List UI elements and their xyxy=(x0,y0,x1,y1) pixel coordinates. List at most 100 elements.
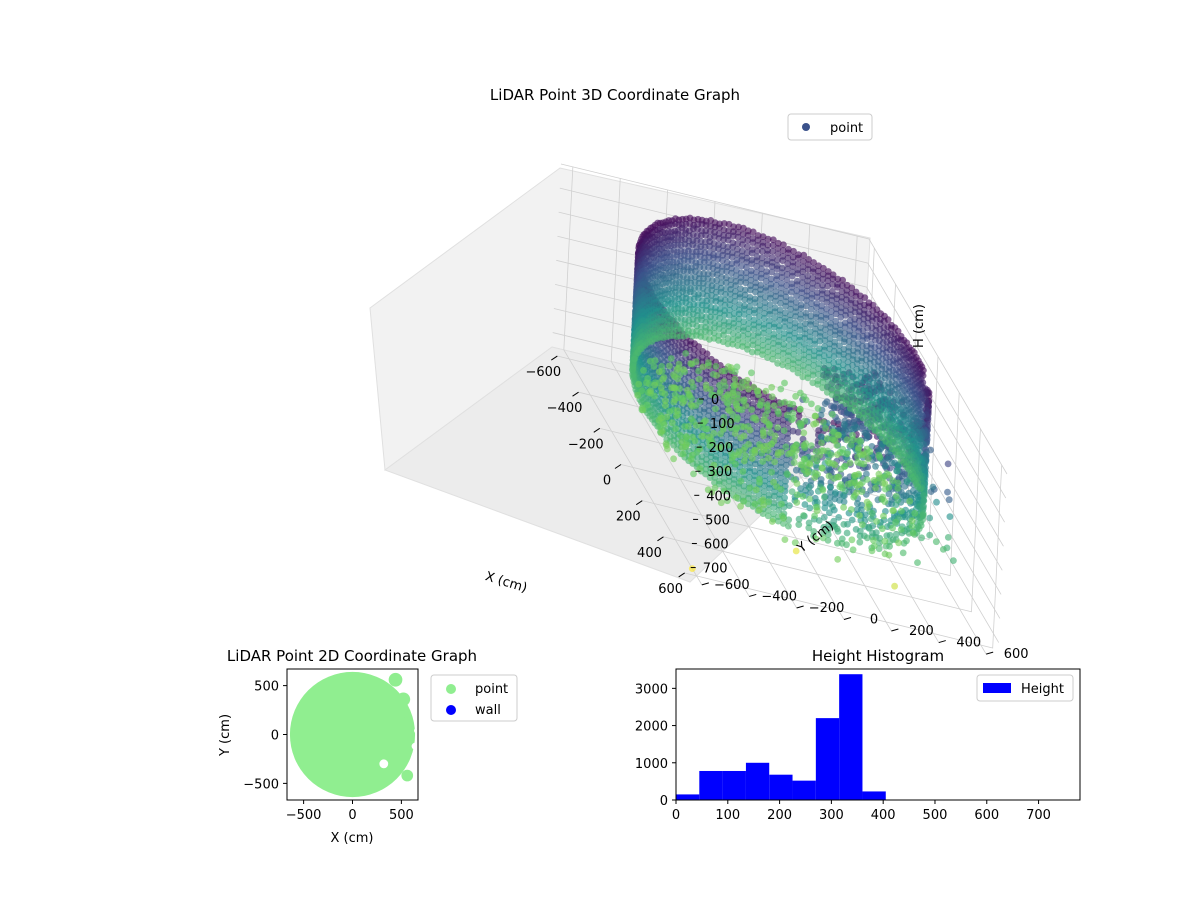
point-3d xyxy=(875,451,883,459)
point-3d xyxy=(843,529,851,537)
point-3d xyxy=(808,400,815,408)
point-3d xyxy=(676,432,684,439)
point-3d xyxy=(821,400,829,407)
point-3d xyxy=(755,506,763,514)
point-3d xyxy=(917,522,925,529)
point-3d xyxy=(683,433,690,440)
point-3d xyxy=(863,476,871,483)
point-3d xyxy=(907,471,914,478)
point-3d xyxy=(825,472,833,480)
point-3d xyxy=(662,440,670,448)
point-3d xyxy=(800,346,808,354)
z-tick-label-3d: 300 xyxy=(707,465,732,480)
point-3d xyxy=(793,499,801,506)
point-3d xyxy=(806,460,814,468)
point-3d xyxy=(806,495,813,503)
point-3d xyxy=(803,282,811,290)
point-3d xyxy=(863,498,871,506)
point-3d xyxy=(640,366,647,374)
point-3d xyxy=(826,335,834,343)
point-3d xyxy=(750,494,757,501)
point-3d xyxy=(895,539,902,547)
point-3d xyxy=(801,334,809,342)
point-3d xyxy=(777,399,785,407)
point-3d xyxy=(765,498,772,506)
point-3d xyxy=(808,300,815,308)
point-3d xyxy=(793,480,801,487)
point-3d xyxy=(704,486,712,494)
point-3d xyxy=(846,459,854,467)
point-3d xyxy=(810,347,818,355)
point-3d xyxy=(823,305,830,313)
point-3d xyxy=(855,437,863,444)
point-3d xyxy=(783,470,791,478)
point-3d xyxy=(684,423,692,430)
point-3d xyxy=(860,460,868,468)
point-3d xyxy=(723,464,731,472)
point-3d xyxy=(906,497,914,505)
point-3d xyxy=(933,498,940,506)
point-3d xyxy=(819,270,827,278)
point-3d xyxy=(804,261,812,269)
point-3d xyxy=(863,445,871,453)
point-3d xyxy=(820,514,828,521)
point-3d xyxy=(812,448,820,455)
point-3d xyxy=(799,263,807,271)
point-3d xyxy=(687,401,695,408)
point-3d xyxy=(932,538,940,546)
point-3d xyxy=(844,480,852,488)
point-3d xyxy=(890,507,897,514)
point-3d xyxy=(687,360,695,367)
point-3d xyxy=(767,429,774,437)
point-3d xyxy=(782,461,790,469)
point-3d xyxy=(740,423,748,431)
y-axis-label-2d: Y (cm) xyxy=(218,714,233,757)
point-3d xyxy=(863,534,871,542)
point-3d xyxy=(770,503,778,511)
point-3d xyxy=(812,412,819,420)
point-3d xyxy=(761,482,768,490)
gap-2d xyxy=(414,727,418,734)
point-3d xyxy=(812,314,820,321)
point-3d xyxy=(944,460,952,468)
point-3d xyxy=(804,277,811,285)
point-3d xyxy=(805,524,813,532)
point-3d xyxy=(894,467,901,475)
point-3d xyxy=(859,450,867,458)
point-3d xyxy=(740,487,748,495)
point-3d xyxy=(810,362,817,369)
point-3d xyxy=(885,490,893,498)
point-3d xyxy=(672,425,680,432)
point-3d xyxy=(819,487,827,494)
point-3d xyxy=(727,434,735,442)
point-3d xyxy=(889,524,896,532)
point-3d xyxy=(718,367,726,375)
point-3d xyxy=(789,427,797,435)
point-blob-2d xyxy=(396,692,411,707)
point-3d xyxy=(739,468,747,475)
point-3d xyxy=(792,466,800,474)
point-3d xyxy=(802,313,810,321)
legend-3d-marker xyxy=(802,123,810,131)
point-3d xyxy=(682,350,690,357)
point-3d xyxy=(679,450,687,458)
point-3d xyxy=(924,421,931,429)
z-axis-label-3d: H (cm) xyxy=(912,304,927,348)
point-3d xyxy=(783,456,790,464)
point-3d xyxy=(929,483,937,491)
point-3d xyxy=(800,362,807,369)
legend-2d-label-wall: wall xyxy=(475,703,501,718)
point-3d xyxy=(756,475,763,483)
point-3d xyxy=(881,480,889,487)
point-3d xyxy=(800,441,808,449)
point-3d xyxy=(851,471,859,479)
point-3d xyxy=(779,433,786,440)
point-3d xyxy=(863,420,871,427)
point-3d xyxy=(847,425,855,433)
point-3d xyxy=(823,435,831,442)
point-3d xyxy=(752,486,760,494)
legend-2d: point wall xyxy=(430,674,518,722)
point-3d xyxy=(821,337,829,344)
point-3d xyxy=(699,363,707,371)
